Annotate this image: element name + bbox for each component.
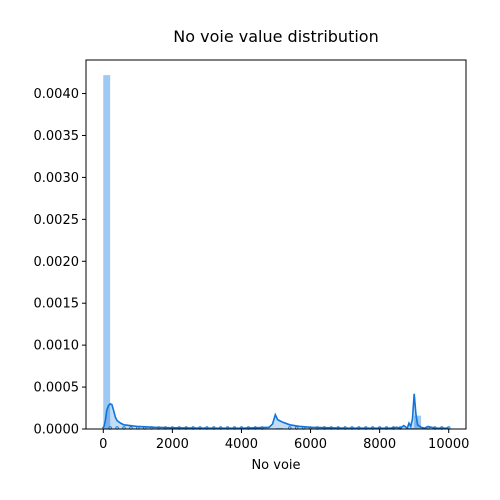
- histogram-bar: [407, 427, 415, 429]
- y-tick-label: 0.0020: [34, 255, 80, 270]
- kde-area: [102, 393, 449, 429]
- y-tick-label: 0.0005: [34, 381, 80, 396]
- y-axis: 0.0000 0.0005 0.0010 0.0015 0.0020 0.0025 0.00…: [34, 87, 86, 438]
- x-tick-label: 10000: [428, 437, 469, 452]
- y-tick-label: 0.0030: [34, 171, 80, 186]
- y-tick-label: 0.0035: [34, 129, 80, 144]
- kde-line: [101, 393, 449, 430]
- plot-frame: [85, 59, 467, 430]
- y-tick-label: 0.0015: [34, 297, 80, 312]
- x-tick-label: 0: [99, 437, 107, 452]
- x-axis: 0 2000 4000 6000 8000 10000: [99, 429, 469, 452]
- y-tick-label: 0.0025: [34, 213, 80, 228]
- histogram-bar: [276, 427, 283, 429]
- x-tick-label: 2000: [156, 437, 189, 452]
- x-tick-label: 8000: [363, 437, 396, 452]
- x-tick-label: 6000: [294, 437, 327, 452]
- chart-title: No voie value distribution: [173, 27, 378, 46]
- x-tick-label: 4000: [225, 437, 258, 452]
- y-tick-label: 0.0040: [34, 87, 80, 102]
- y-tick-label: 0.0010: [34, 339, 80, 354]
- plot-area: [101, 75, 451, 430]
- x-axis-label: No voie: [251, 458, 300, 473]
- histogram-bar: [103, 75, 111, 429]
- y-tick-label: 0.0000: [34, 423, 80, 438]
